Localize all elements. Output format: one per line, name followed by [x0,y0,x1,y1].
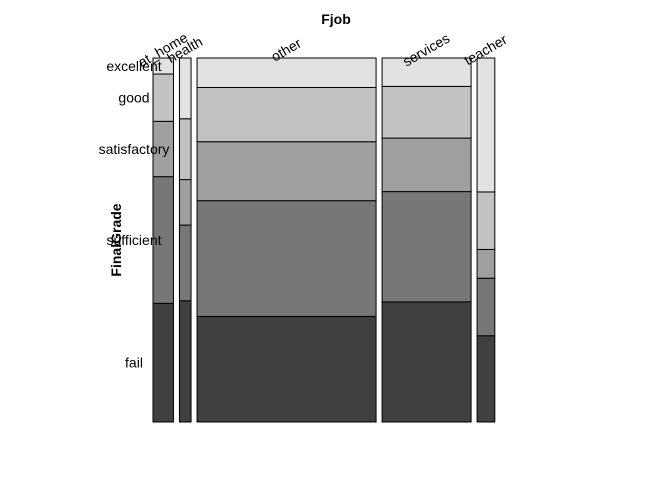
tile-other-excellent [196,57,377,88]
tile-health-satisfactory [178,179,192,226]
tile-services-good [381,85,472,139]
tile-teacher-fail [476,335,496,423]
x-variable-label: Fjob [321,11,351,27]
mosaic-tiles [152,57,496,423]
tile-at_home-fail [152,302,174,423]
row-label-satisfactory: satisfactory [99,141,170,157]
tile-other-fail [196,315,377,423]
tile-teacher-satisfactory [476,248,496,279]
tile-services-fail [381,301,472,423]
tile-at_home-excellent [152,57,174,75]
tile-health-fail [178,300,192,423]
tile-teacher-excellent [476,57,496,193]
row-label-fail: fail [125,355,143,371]
tile-other-good [196,86,377,143]
tile-other-sufficient [196,200,377,317]
tile-health-good [178,118,192,181]
row-labels: fail sufficient satisfactory good excellent [99,58,170,371]
y-variable-label: FinalGrade [108,203,124,276]
row-label-excellent: excellent [106,58,161,74]
tile-services-excellent [381,57,472,87]
tile-services-satisfactory [381,137,472,193]
tile-health-sufficient [178,224,192,302]
row-label-sufficient: sufficient [107,232,162,248]
tile-services-sufficient [381,191,472,303]
tile-teacher-good [476,191,496,250]
tile-other-satisfactory [196,141,377,202]
tile-teacher-sufficient [476,277,496,337]
row-label-good: good [118,90,149,106]
tile-at_home-good [152,73,174,122]
tile-health-excellent [178,57,192,120]
